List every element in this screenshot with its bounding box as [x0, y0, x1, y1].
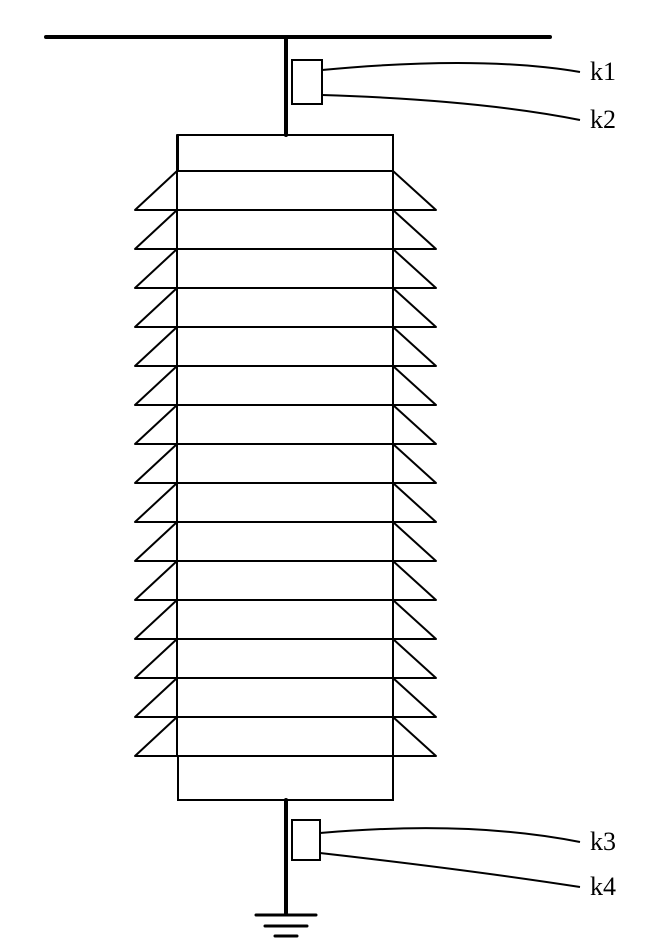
- svg-text:k1: k1: [590, 57, 616, 86]
- schematic-diagram: k1 k2 k3 k4: [0, 0, 668, 948]
- svg-text:k3: k3: [590, 827, 616, 856]
- svg-text:k2: k2: [590, 105, 616, 134]
- svg-text:k4: k4: [590, 872, 616, 901]
